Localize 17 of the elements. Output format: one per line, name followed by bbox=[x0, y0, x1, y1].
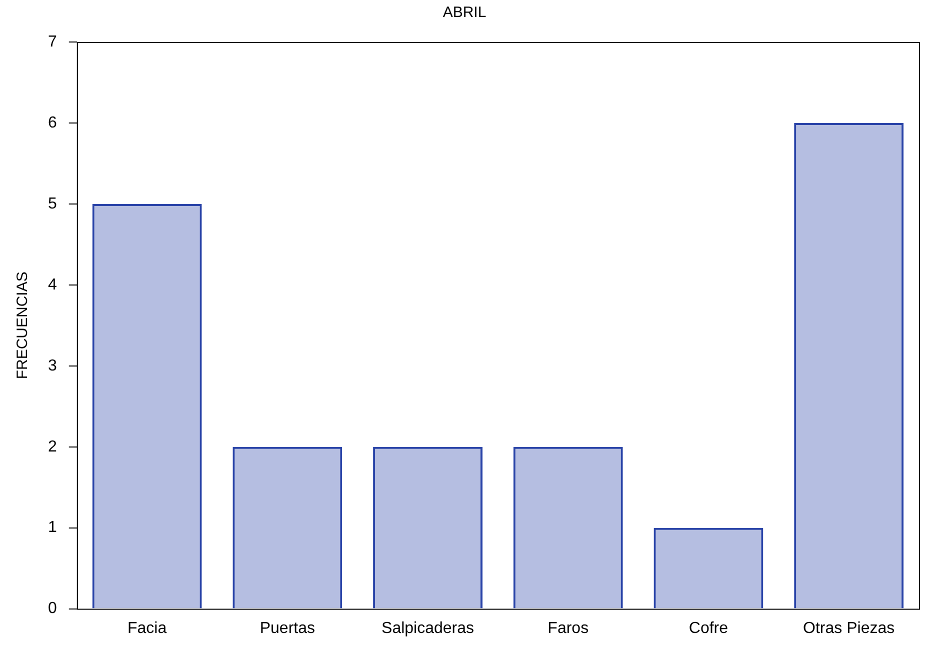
x-tick-label: Facia bbox=[128, 620, 167, 637]
chart-title: ABRIL bbox=[442, 4, 486, 22]
y-tick-label: 3 bbox=[48, 357, 57, 374]
x-tick-label: Otras Piezas bbox=[803, 620, 895, 637]
bar bbox=[654, 528, 764, 608]
y-tick-label: 7 bbox=[48, 33, 57, 50]
y-tick-label: 1 bbox=[48, 519, 57, 536]
y-tick-label: 0 bbox=[48, 600, 57, 618]
x-tick-label: Salpicaderas bbox=[382, 620, 474, 637]
x-tick-label: Faros bbox=[548, 620, 589, 637]
y-tick-label: 6 bbox=[48, 114, 57, 132]
y-axis-title: FRECUENCIAS bbox=[14, 272, 32, 380]
x-tick-label: Cofre bbox=[688, 620, 728, 637]
y-tick-label: 5 bbox=[48, 195, 57, 212]
x-tick-label: Puertas bbox=[260, 620, 315, 637]
y-tick-label: 2 bbox=[48, 438, 57, 456]
y-tick-label: 4 bbox=[48, 276, 57, 294]
